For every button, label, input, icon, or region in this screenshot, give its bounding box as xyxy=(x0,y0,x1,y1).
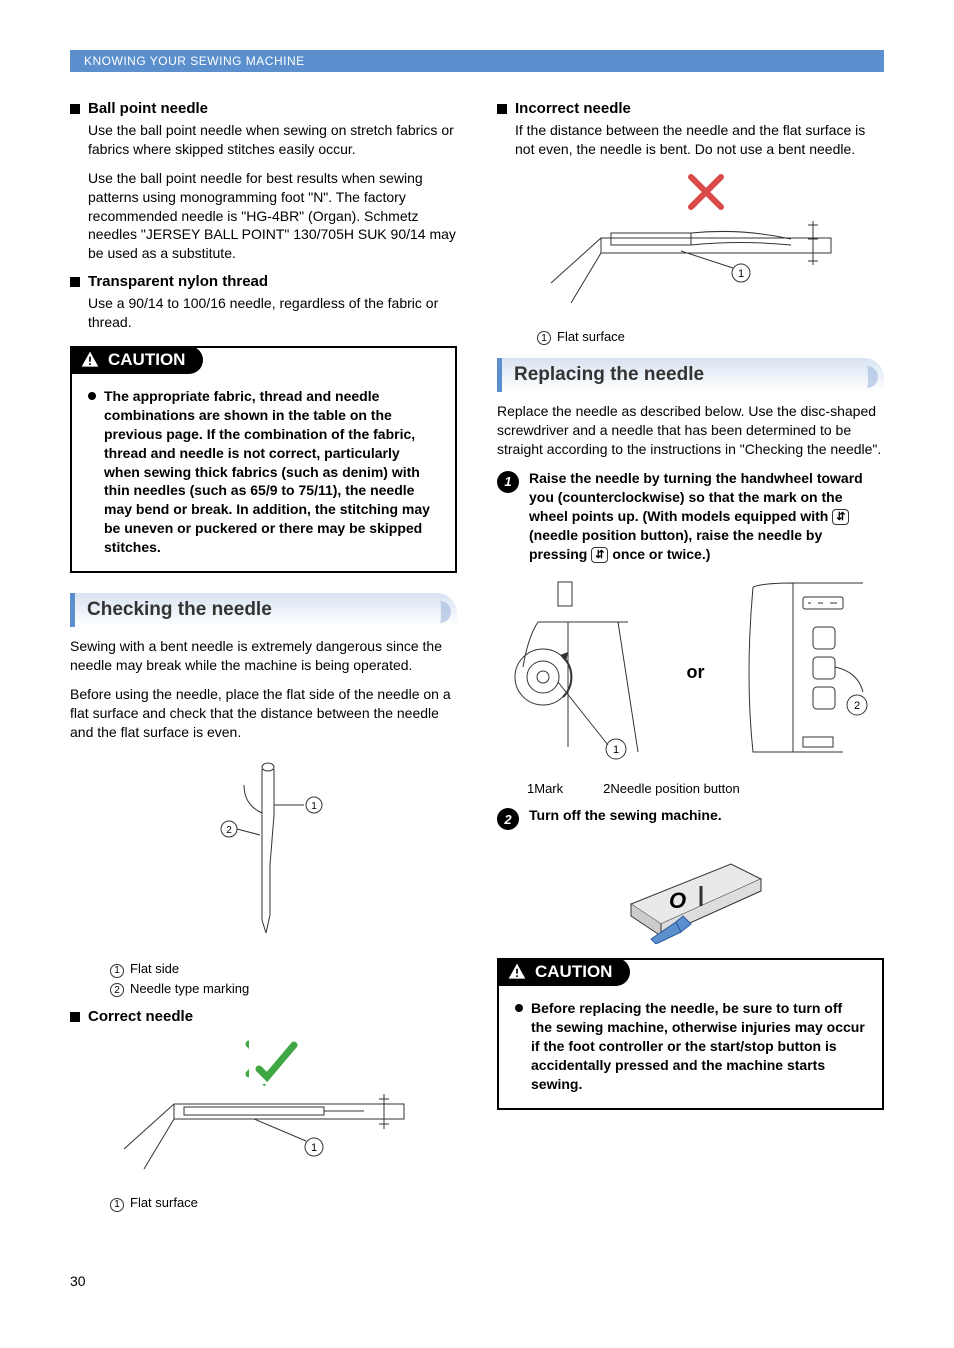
svg-text:2: 2 xyxy=(226,825,232,836)
svg-text:2: 2 xyxy=(854,700,860,712)
content-columns: Ball point needle Use the ball point nee… xyxy=(70,92,884,1223)
caution-tab: CAUTION xyxy=(70,346,203,374)
caution-box-1: CAUTION The appropriate fabric, thread a… xyxy=(70,346,457,573)
step-number-icon: 2 xyxy=(497,808,519,830)
caution-body-2: Before replacing the needle, be sure to … xyxy=(499,987,882,1107)
subhead-incorrect: Incorrect needle xyxy=(497,100,884,117)
needle-position-icon: ⇵ xyxy=(591,547,608,563)
subhead-nylon: Transparent nylon thread xyxy=(70,273,457,290)
bullet-square-icon xyxy=(70,277,80,287)
figure-incorrect-needle: 1 xyxy=(497,173,884,313)
right-column: Incorrect needle If the distance between… xyxy=(497,92,884,1223)
caution-text-1: The appropriate fabric, thread and needl… xyxy=(104,387,439,557)
nylon-para: Use a 90/14 to 100/16 needle, regardless… xyxy=(88,294,457,332)
bullet-dot-icon xyxy=(88,392,96,400)
subhead-ballpoint: Ball point needle xyxy=(70,100,457,117)
callout-num-icon: 1 xyxy=(110,1198,124,1212)
callout-list-b: 1 Flat surface xyxy=(110,1193,457,1213)
step-number-icon: 1 xyxy=(497,471,519,493)
step1-part-a: Raise the needle by turning the handwhee… xyxy=(529,470,863,524)
subhead-correct: Correct needle xyxy=(70,1008,457,1025)
section-checking: Checking the needle xyxy=(70,593,457,627)
bullet-square-icon xyxy=(497,104,507,114)
figure-needle-flat-side: 1 2 xyxy=(70,755,457,945)
callout-list-a: 1 Flat side 2 Needle type marking xyxy=(110,959,457,998)
ballpoint-para-2: Use the ball point needle for best resul… xyxy=(88,169,457,263)
figure-handwheel-or-button: 1 or 2 xyxy=(497,577,884,767)
caution-tab: CAUTION xyxy=(497,958,630,986)
caution-body-1: The appropriate fabric, thread and needl… xyxy=(72,375,455,571)
step1-part-c: once or twice.) xyxy=(608,546,710,562)
caution-label: CAUTION xyxy=(108,350,185,370)
figure-correct-needle: 1 xyxy=(70,1039,457,1179)
header-breadcrumb: KNOWING YOUR SEWING MACHINE xyxy=(70,50,884,72)
callout-d1: Mark xyxy=(534,781,563,796)
callout-num-icon: 1 xyxy=(110,964,124,978)
callout-a1: Flat side xyxy=(130,961,179,976)
bullet-square-icon xyxy=(70,104,80,114)
left-column: Ball point needle Use the ball point nee… xyxy=(70,92,457,1223)
caution-text-2: Before replacing the needle, be sure to … xyxy=(531,999,866,1093)
needle-position-icon: ⇵ xyxy=(832,509,849,525)
figure-power-off: O xyxy=(497,844,884,944)
step-1-text: Raise the needle by turning the handwhee… xyxy=(529,469,884,563)
svg-text:1: 1 xyxy=(311,801,317,812)
replacing-para: Replace the needle as described below. U… xyxy=(497,402,884,459)
incorrect-para: If the distance between the needle and t… xyxy=(515,121,884,159)
or-label: or xyxy=(687,662,705,683)
callout-num-icon: 1 xyxy=(537,331,551,345)
warning-triangle-icon xyxy=(80,350,100,370)
step-2-text: Turn off the sewing machine. xyxy=(529,806,722,830)
bullet-square-icon xyxy=(70,1012,80,1022)
ballpoint-para-1: Use the ball point needle when sewing on… xyxy=(88,121,457,159)
warning-triangle-icon xyxy=(507,962,527,982)
checking-para-1: Sewing with a bent needle is extremely d… xyxy=(70,637,457,675)
checking-para-2: Before using the needle, place the flat … xyxy=(70,685,457,742)
section-replacing: Replacing the needle xyxy=(497,358,884,392)
subhead-nylon-text: Transparent nylon thread xyxy=(88,273,268,290)
step-1: 1 Raise the needle by turning the handwh… xyxy=(497,469,884,563)
caution-label: CAUTION xyxy=(535,962,612,982)
callout-list-c: 1 Flat surface xyxy=(537,327,884,347)
subhead-ballpoint-text: Ball point needle xyxy=(88,100,208,117)
caution-box-2: CAUTION Before replacing the needle, be … xyxy=(497,958,884,1109)
bullet-dot-icon xyxy=(515,1004,523,1012)
svg-text:O: O xyxy=(669,888,686,913)
callout-list-d: 1Mark 2Needle position button xyxy=(527,781,884,796)
subhead-incorrect-text: Incorrect needle xyxy=(515,100,631,117)
callout-num-icon: 2 xyxy=(110,983,124,997)
page-number: 30 xyxy=(70,1273,884,1289)
step-2: 2 Turn off the sewing machine. xyxy=(497,806,884,830)
callout-a2: Needle type marking xyxy=(130,981,249,996)
svg-text:1: 1 xyxy=(310,1142,316,1154)
svg-text:1: 1 xyxy=(737,268,743,280)
callout-b1: Flat surface xyxy=(130,1195,198,1210)
subhead-correct-text: Correct needle xyxy=(88,1008,193,1025)
callout-d2: Needle position button xyxy=(610,781,739,796)
svg-text:1: 1 xyxy=(613,744,619,756)
callout-c1: Flat surface xyxy=(557,329,625,344)
